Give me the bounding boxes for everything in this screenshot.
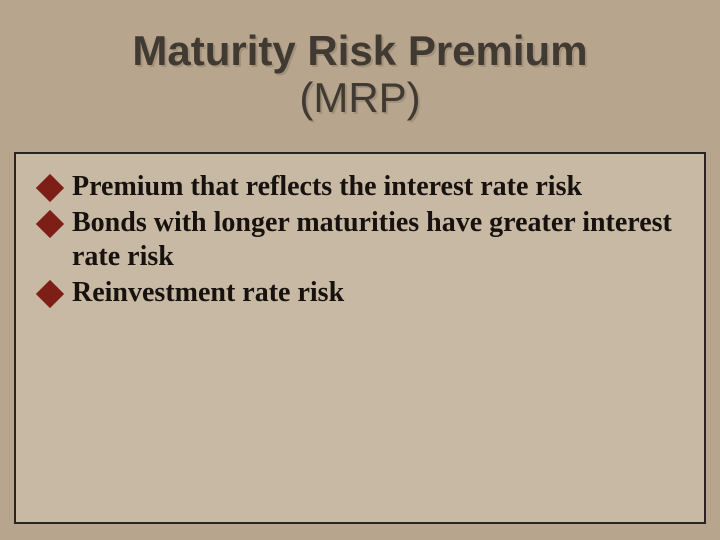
title-line-2: (MRP) (MRP) [299,75,420,121]
bullet-text: Reinvestment rate risk [72,276,344,310]
diamond-icon [36,210,64,238]
bullet-text: Bonds with longer maturities have greate… [72,206,682,274]
list-item: Bonds with longer maturities have greate… [38,206,682,274]
bullet-text: Premium that reflects the interest rate … [72,170,582,204]
subtitle-text: (MRP) [299,74,420,121]
slide: Maturity Risk Premium Maturity Risk Prem… [0,0,720,540]
title-text: Maturity Risk Premium [132,27,587,74]
diamond-icon [36,280,64,308]
list-item: Reinvestment rate risk [38,276,682,310]
diamond-icon [36,174,64,202]
title-line-1: Maturity Risk Premium Maturity Risk Prem… [132,28,587,73]
slide-title: Maturity Risk Premium Maturity Risk Prem… [0,0,720,132]
content-box: Premium that reflects the interest rate … [14,152,706,524]
list-item: Premium that reflects the interest rate … [38,170,682,204]
